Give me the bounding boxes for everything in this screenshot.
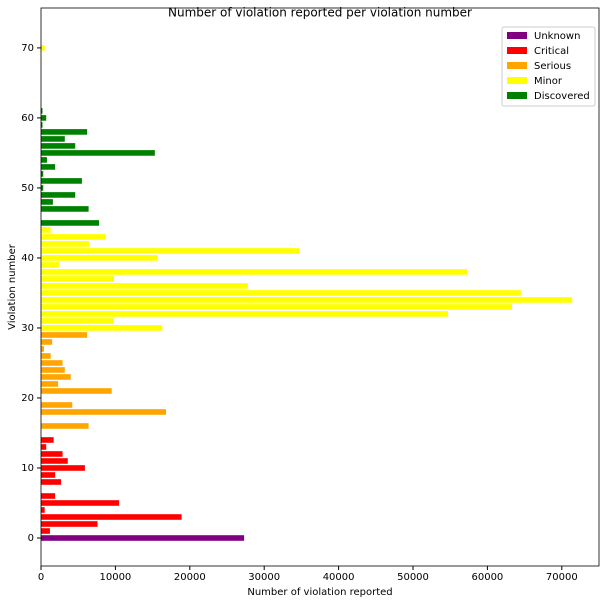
x-tick-label: 0	[38, 572, 44, 583]
bar	[41, 325, 163, 331]
bar	[41, 262, 59, 268]
bar	[41, 255, 158, 261]
bar	[41, 143, 76, 149]
legend-box	[501, 26, 596, 107]
y-tick-label: 70	[21, 43, 34, 54]
bar	[41, 381, 59, 387]
bar	[41, 108, 43, 114]
bar	[41, 276, 114, 282]
bar	[41, 283, 248, 289]
bar	[41, 528, 50, 534]
legend-label: Critical	[534, 46, 569, 57]
x-tick-label: 30000	[248, 572, 280, 583]
bar	[41, 241, 90, 247]
legend-swatch	[507, 32, 527, 39]
bar	[41, 227, 51, 233]
x-tick-label: 10000	[99, 572, 131, 583]
x-axis-label: Number of violation reported	[247, 587, 392, 598]
bar	[41, 136, 65, 142]
bar	[41, 269, 468, 275]
bar	[41, 206, 89, 212]
x-tick-label: 50000	[397, 572, 429, 583]
bar	[41, 353, 51, 359]
y-tick-label: 20	[21, 393, 34, 404]
legend-swatch	[507, 62, 527, 69]
bar	[41, 409, 166, 415]
bar	[41, 192, 76, 198]
legend-swatch	[507, 47, 527, 54]
bar	[41, 122, 43, 128]
bar	[41, 346, 44, 352]
bar	[41, 220, 100, 226]
bar	[41, 514, 182, 520]
bar	[41, 129, 88, 135]
bar	[41, 318, 114, 324]
bar	[41, 437, 54, 443]
y-tick-label: 10	[21, 463, 34, 474]
bar	[41, 388, 112, 394]
x-tick-label: 70000	[546, 572, 578, 583]
bar	[41, 423, 89, 429]
legend-swatch	[507, 92, 527, 99]
bar	[41, 458, 68, 464]
bar	[41, 479, 62, 485]
bar	[41, 521, 98, 527]
bar	[41, 339, 53, 345]
bar	[41, 115, 47, 121]
bar	[41, 444, 47, 450]
bar	[41, 507, 45, 513]
bar	[41, 199, 53, 205]
bar	[41, 472, 56, 478]
bar	[41, 360, 63, 366]
y-axis-label: Violation number	[7, 243, 18, 330]
legend-label: Discovered	[534, 91, 590, 102]
chart-title: Number of violation reported per violati…	[168, 6, 472, 20]
bar	[41, 402, 73, 408]
bar	[41, 500, 120, 506]
bar	[41, 535, 245, 541]
y-tick-label: 50	[21, 183, 34, 194]
legend-swatch	[507, 77, 527, 84]
bar	[41, 248, 300, 254]
y-tick-label: 0	[28, 533, 34, 544]
bar	[41, 311, 448, 317]
y-tick-label: 30	[21, 323, 34, 334]
y-tick-label: 40	[21, 253, 34, 264]
bar	[41, 332, 88, 338]
x-tick-label: 20000	[174, 572, 206, 583]
bar	[41, 374, 71, 380]
bar	[41, 493, 56, 499]
x-tick-label: 60000	[471, 572, 503, 583]
bar	[41, 234, 106, 240]
plot-frame	[40, 7, 600, 567]
bar	[41, 45, 45, 51]
bar	[41, 164, 56, 170]
y-tick-label: 60	[21, 113, 34, 124]
bar	[41, 157, 47, 163]
bar	[41, 304, 512, 310]
bar	[41, 451, 63, 457]
legend-label: Serious	[534, 61, 571, 72]
bar	[41, 297, 573, 303]
legend-label: Minor	[534, 76, 563, 87]
bar	[41, 290, 521, 296]
x-tick-label: 40000	[323, 572, 355, 583]
bar	[41, 178, 82, 184]
bar	[41, 185, 44, 191]
bar	[41, 465, 85, 471]
legend-label: Unknown	[534, 31, 580, 42]
bar	[41, 171, 44, 177]
bar	[41, 367, 65, 373]
bar	[41, 150, 155, 156]
